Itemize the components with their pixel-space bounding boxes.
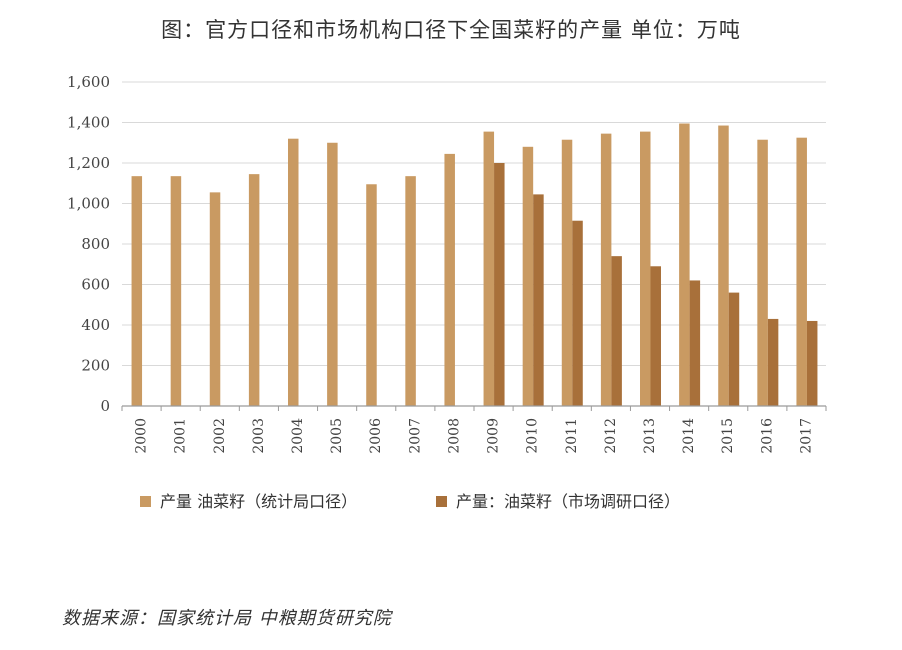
bar-official-2004 <box>288 138 299 406</box>
bar-official-2005 <box>327 142 338 406</box>
legend: 产量 油菜籽（统计局口径） 产量：油菜籽（市场调研口径） <box>140 492 680 511</box>
x-axis-ticks: 2000 2001 2002 2003 2004 2005 2006 2007 2008 2009… <box>121 406 827 454</box>
x-tick-label: 2014 <box>681 418 697 454</box>
x-tick-label: 2002 <box>212 418 228 454</box>
bar-official-2014 <box>679 123 690 406</box>
y-tick-label: 200 <box>81 357 110 375</box>
x-tick-label: 2004 <box>290 418 306 454</box>
y-tick-label: 1,200 <box>67 154 110 172</box>
bar-market-2014 <box>689 280 701 406</box>
x-tick-label: 2009 <box>486 418 502 454</box>
x-tick-label: 2013 <box>642 418 658 454</box>
bar-market-2013 <box>650 266 661 406</box>
bar-official-2011 <box>561 139 573 406</box>
bar-official-2008 <box>444 153 455 406</box>
y-tick-label: 0 <box>100 397 110 415</box>
bar-market-2009 <box>494 163 505 406</box>
x-tick-label: 2001 <box>173 418 189 454</box>
y-tick-label: 1,000 <box>67 195 110 213</box>
x-tick-label: 2016 <box>759 418 775 454</box>
bar-official-2001 <box>170 176 182 406</box>
legend-swatch <box>436 496 447 507</box>
bar-official-2006 <box>366 184 377 406</box>
bar-market-2015 <box>728 292 740 406</box>
bars <box>131 123 818 407</box>
y-tick-label: 600 <box>81 276 110 294</box>
legend-swatch <box>140 496 151 507</box>
y-axis-ticks: 0 200 400 600 800 1,000 1,200 1,400 1,600 <box>67 73 110 415</box>
bar-official-2015 <box>718 125 729 406</box>
gridlines <box>122 81 826 366</box>
source-note: 数据来源：国家统计局 中粮期货研究院 <box>62 608 392 629</box>
bar-official-2010 <box>522 146 534 407</box>
x-tick-label: 2008 <box>446 418 462 454</box>
x-tick-label: 2017 <box>798 418 814 454</box>
x-tick-label: 2000 <box>134 418 150 454</box>
bar-market-2017 <box>806 320 818 406</box>
bar-market-2012 <box>611 256 622 406</box>
bar-official-2013 <box>640 131 651 407</box>
y-tick-label: 400 <box>81 316 110 334</box>
bar-market-2016 <box>767 318 779 406</box>
x-tick-label: 2005 <box>329 418 345 454</box>
bar-market-2010 <box>533 194 544 406</box>
x-tick-label: 2010 <box>525 418 541 454</box>
chart-title: 图：官方口径和市场机构口径下全国菜籽的产量 单位：万吨 <box>161 18 741 42</box>
legend-label: 产量：油菜籽（市场调研口径） <box>456 492 680 511</box>
y-tick-label: 1,400 <box>67 114 110 132</box>
bar-official-2009 <box>483 131 495 407</box>
x-tick-label: 2015 <box>720 418 736 454</box>
x-tick-label: 2011 <box>564 418 580 454</box>
bar-official-2000 <box>131 176 143 406</box>
x-tick-label: 2006 <box>368 418 384 454</box>
bar-market-2011 <box>572 220 583 406</box>
x-tick-label: 2007 <box>407 418 423 454</box>
y-tick-label: 800 <box>81 235 110 253</box>
x-tick-label: 2012 <box>603 418 619 454</box>
bar-official-2003 <box>248 174 260 406</box>
y-tick-label: 1,600 <box>67 73 110 91</box>
bar-official-2012 <box>600 133 612 406</box>
legend-label: 产量 油菜籽（统计局口径） <box>160 492 357 511</box>
x-tick-label: 2003 <box>251 418 267 454</box>
bar-official-2007 <box>405 176 416 406</box>
bar-official-2016 <box>757 139 768 406</box>
bar-official-2017 <box>796 137 807 406</box>
bar-official-2002 <box>209 192 221 406</box>
